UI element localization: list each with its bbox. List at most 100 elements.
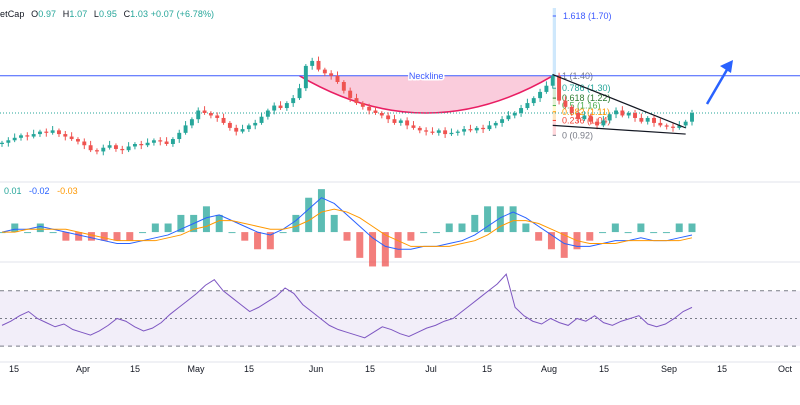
close-label: C xyxy=(123,9,131,19)
macd-histogram-bar xyxy=(241,232,249,241)
symbol-name: etCap xyxy=(0,9,25,19)
open-value: 0.97 xyxy=(38,9,57,19)
neckline-label: Neckline xyxy=(409,71,444,81)
candle-body xyxy=(94,150,99,152)
candle-body xyxy=(215,115,220,118)
x-tick-label: Jun xyxy=(309,364,324,374)
candle-body xyxy=(443,130,448,135)
candle-body xyxy=(265,110,270,117)
fib-level-label: 0 (0.92) xyxy=(562,130,593,140)
high-value: 1.07 xyxy=(69,9,88,19)
candle-body xyxy=(462,129,467,132)
macd-histogram-bar xyxy=(394,232,402,258)
macd-histogram-bar xyxy=(113,232,121,241)
candle-body xyxy=(601,120,606,126)
macd-histogram-bar xyxy=(484,206,492,233)
high-label: H xyxy=(62,9,70,19)
candle-body xyxy=(227,122,232,128)
rsi-line xyxy=(1,273,693,339)
candle-body xyxy=(341,82,346,91)
candle-body xyxy=(139,144,144,146)
candle-body xyxy=(196,110,201,120)
ohlc-legend: etCap O0.97 H1.07 L0.95 C1.03 +0.07 (+6.… xyxy=(0,9,214,19)
low-label: L xyxy=(93,9,100,19)
macd-histogram-bar xyxy=(522,223,530,233)
candle-body xyxy=(474,127,479,131)
candle-body xyxy=(690,113,694,122)
x-tick-label: Oct xyxy=(778,364,793,374)
macd-histogram-bar xyxy=(381,232,389,267)
candle-body xyxy=(658,122,663,126)
candle-body xyxy=(50,130,55,133)
x-tick-label: 15 xyxy=(482,364,492,374)
macd-histogram-bar xyxy=(650,232,658,234)
macd-histogram-bar xyxy=(215,214,223,233)
macd-histogram-bar xyxy=(509,206,517,233)
candle-body xyxy=(468,129,473,131)
macd-histogram-bar xyxy=(445,223,453,233)
candle-body xyxy=(493,122,498,126)
macd-histogram-bar xyxy=(292,214,300,233)
candle-body xyxy=(386,115,391,120)
candle-body xyxy=(246,125,251,130)
candle-body xyxy=(329,73,334,76)
candle-body xyxy=(202,110,207,113)
candle-body xyxy=(88,145,93,151)
candle-body xyxy=(538,91,543,99)
candle-body xyxy=(151,140,156,143)
candle-body xyxy=(69,136,74,140)
macd-histogram-bar xyxy=(49,232,57,234)
macd-histogram-bar xyxy=(637,223,645,233)
candle-body xyxy=(398,120,403,123)
macd-histogram-bar xyxy=(343,232,351,241)
fib-level-label: 0.382 (1.11) xyxy=(562,107,610,117)
fib-level-label: 0.236 (1.04) xyxy=(562,115,611,125)
candle-body xyxy=(12,137,17,141)
macd-histogram-bar xyxy=(471,214,479,233)
x-tick-label: 15 xyxy=(244,364,254,374)
breakout-arrow-shaft xyxy=(705,67,730,105)
close-value: 1.03 xyxy=(130,9,149,19)
x-tick-label: 15 xyxy=(9,364,19,374)
candle-body xyxy=(170,139,175,144)
x-tick-label: 15 xyxy=(717,364,727,374)
fib-extension-zone xyxy=(552,8,556,76)
candle-body xyxy=(253,122,258,126)
macd-histogram-bar xyxy=(675,223,683,233)
x-tick-label: Apr xyxy=(76,364,90,374)
candle-body xyxy=(506,115,511,120)
candle-body xyxy=(82,141,87,146)
candle-body xyxy=(120,148,125,151)
candle-body xyxy=(189,119,194,126)
candle-body xyxy=(126,146,131,151)
candle-body xyxy=(335,75,340,82)
candle-body xyxy=(633,113,637,118)
macd-histogram-bar xyxy=(611,223,619,233)
candle-body xyxy=(145,142,150,146)
candle-body xyxy=(430,131,435,133)
macd-histogram-bar xyxy=(688,223,696,233)
candle-body xyxy=(411,125,416,128)
candle-body xyxy=(525,103,530,109)
candle-body xyxy=(614,110,618,115)
macd-histogram-bar xyxy=(662,232,670,234)
macd-histogram-bar xyxy=(535,232,543,241)
candle-body xyxy=(487,125,492,130)
macd-histogram-bar xyxy=(624,232,632,234)
macd-histogram-bar xyxy=(356,232,364,258)
candle-body xyxy=(25,135,30,137)
x-tick-label: Jul xyxy=(425,364,437,374)
low-value: 0.95 xyxy=(99,9,117,19)
fib-band xyxy=(552,120,556,136)
candle-body xyxy=(683,121,688,126)
macd-line-value: -0.02 xyxy=(29,186,50,196)
candle-body xyxy=(0,142,4,144)
candle-body xyxy=(392,119,397,123)
candle-body xyxy=(132,144,137,147)
fib-band xyxy=(552,111,556,121)
macd-histogram-bar xyxy=(330,214,338,233)
candle-body xyxy=(158,140,163,142)
candle-body xyxy=(652,117,656,123)
